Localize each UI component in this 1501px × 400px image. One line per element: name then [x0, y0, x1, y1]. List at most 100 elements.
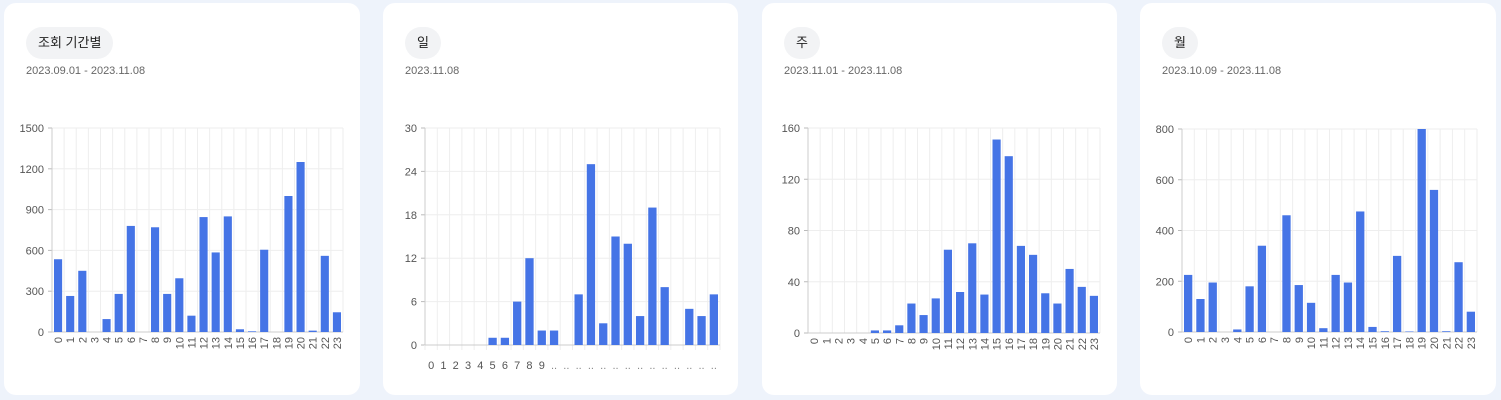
x-tick-label: 7: [138, 337, 150, 343]
card-title-badge: 주: [784, 27, 820, 59]
x-tick-label: 15: [235, 337, 247, 349]
bar: [1454, 262, 1463, 332]
x-tick-label: 19: [1417, 337, 1429, 349]
x-tick-label: 3: [846, 338, 858, 344]
y-tick-label: 600: [26, 245, 44, 257]
bar: [1089, 295, 1098, 333]
x-tick-label: 10: [174, 337, 186, 349]
x-tick-label: 1: [1195, 337, 1207, 343]
y-tick-label: 24: [405, 166, 417, 178]
bar: [968, 243, 977, 333]
x-tick-label: 18: [1404, 337, 1416, 349]
bar: [623, 243, 632, 345]
bar: [296, 162, 305, 332]
x-tick-label: 4: [477, 360, 483, 372]
x-tick-label: 12: [199, 337, 211, 349]
x-tick-label: 23: [332, 337, 344, 349]
x-tick-label: 5: [1245, 337, 1257, 343]
x-tick-label: 15: [1368, 337, 1380, 349]
bar: [525, 258, 534, 345]
x-tick-label: 1: [65, 337, 77, 343]
y-tick-label: 1500: [20, 123, 44, 135]
bar: [574, 294, 583, 345]
bar: [586, 164, 596, 345]
x-tick-label: 12: [1331, 337, 1343, 349]
bar: [1245, 286, 1254, 332]
bar: [895, 325, 904, 333]
bar: [488, 337, 497, 345]
x-tick-label: 20: [1052, 338, 1064, 350]
bar: [126, 225, 135, 332]
x-tick-label: 14: [979, 338, 991, 350]
bar: [1233, 329, 1242, 332]
y-tick-label: 600: [1156, 175, 1174, 187]
bar: [320, 255, 329, 332]
y-tick-label: 800: [1156, 124, 1174, 136]
bar: [1041, 293, 1050, 333]
bar: [1196, 299, 1205, 332]
bar: [308, 330, 317, 332]
chart-card-month: 월 2023.10.09 - 2023.11.08 0 200 400 600 800 0…: [1140, 3, 1496, 395]
x-tick-label: 17: [1392, 337, 1404, 349]
y-tick-label: 80: [788, 226, 800, 238]
x-tick-label: ..: [551, 360, 557, 372]
bar: [1257, 245, 1267, 332]
card-title-badge: 조회 기간별: [26, 27, 114, 59]
x-tick-label: 12: [955, 338, 967, 350]
x-tick-label: 16: [1004, 338, 1016, 350]
x-tick-label: 18: [1028, 338, 1040, 350]
x-tick-label: 23: [1089, 338, 1101, 350]
bar: [1417, 129, 1426, 332]
x-tick-label: 7: [514, 360, 520, 372]
bar: [907, 303, 916, 333]
x-tick-label: 6: [1257, 337, 1269, 343]
x-tick-label: 8: [906, 338, 918, 344]
date-range: 2023.09.01 - 2023.11.08: [26, 65, 146, 77]
bar: [199, 217, 208, 332]
bar: [1029, 254, 1038, 333]
bar: [660, 287, 669, 345]
x-tick-label: 4: [1232, 337, 1244, 343]
bar: [260, 249, 269, 332]
bar: [883, 330, 892, 333]
y-tick-label: 18: [405, 210, 417, 222]
y-tick-label: 300: [26, 286, 44, 298]
bar: [685, 308, 694, 345]
y-tick-label: 400: [1156, 226, 1174, 238]
bar: [919, 315, 928, 333]
bar: [1077, 286, 1086, 333]
bar: [1405, 331, 1414, 332]
y-tick-label: 120: [782, 174, 800, 186]
date-range: 2023.10.09 - 2023.11.08: [1162, 65, 1282, 77]
bar: [599, 323, 608, 345]
x-tick-label: 14: [223, 337, 235, 349]
x-tick-label: 7: [1269, 337, 1281, 343]
x-tick-label: 21: [1065, 338, 1077, 350]
x-tick-label: ..: [637, 360, 643, 372]
x-tick-label: 22: [320, 337, 332, 349]
x-tick-label: 16: [247, 337, 259, 349]
x-tick-label: 8: [150, 337, 162, 343]
x-tick-label: 5: [490, 360, 496, 372]
bar: [697, 316, 706, 345]
bar: [1442, 331, 1451, 332]
x-tick-label: ..: [563, 360, 569, 372]
x-tick-label: 3: [465, 360, 471, 372]
x-tick-label: 20: [1429, 337, 1441, 349]
x-tick-label: 15: [992, 338, 1004, 350]
bar: [1294, 285, 1303, 332]
x-tick-label: ..: [576, 360, 582, 372]
x-tick-label: 14: [1355, 337, 1367, 349]
y-tick-label: 0: [38, 327, 44, 339]
y-tick-label: 900: [26, 205, 44, 217]
bar: [1306, 302, 1316, 332]
bar: [1004, 156, 1013, 333]
bar: [1380, 331, 1389, 332]
x-tick-label: 11: [1318, 337, 1330, 348]
bar: [1368, 326, 1377, 332]
x-tick-label: 3: [89, 337, 101, 343]
bar: [187, 315, 196, 332]
bar: [1331, 274, 1340, 332]
